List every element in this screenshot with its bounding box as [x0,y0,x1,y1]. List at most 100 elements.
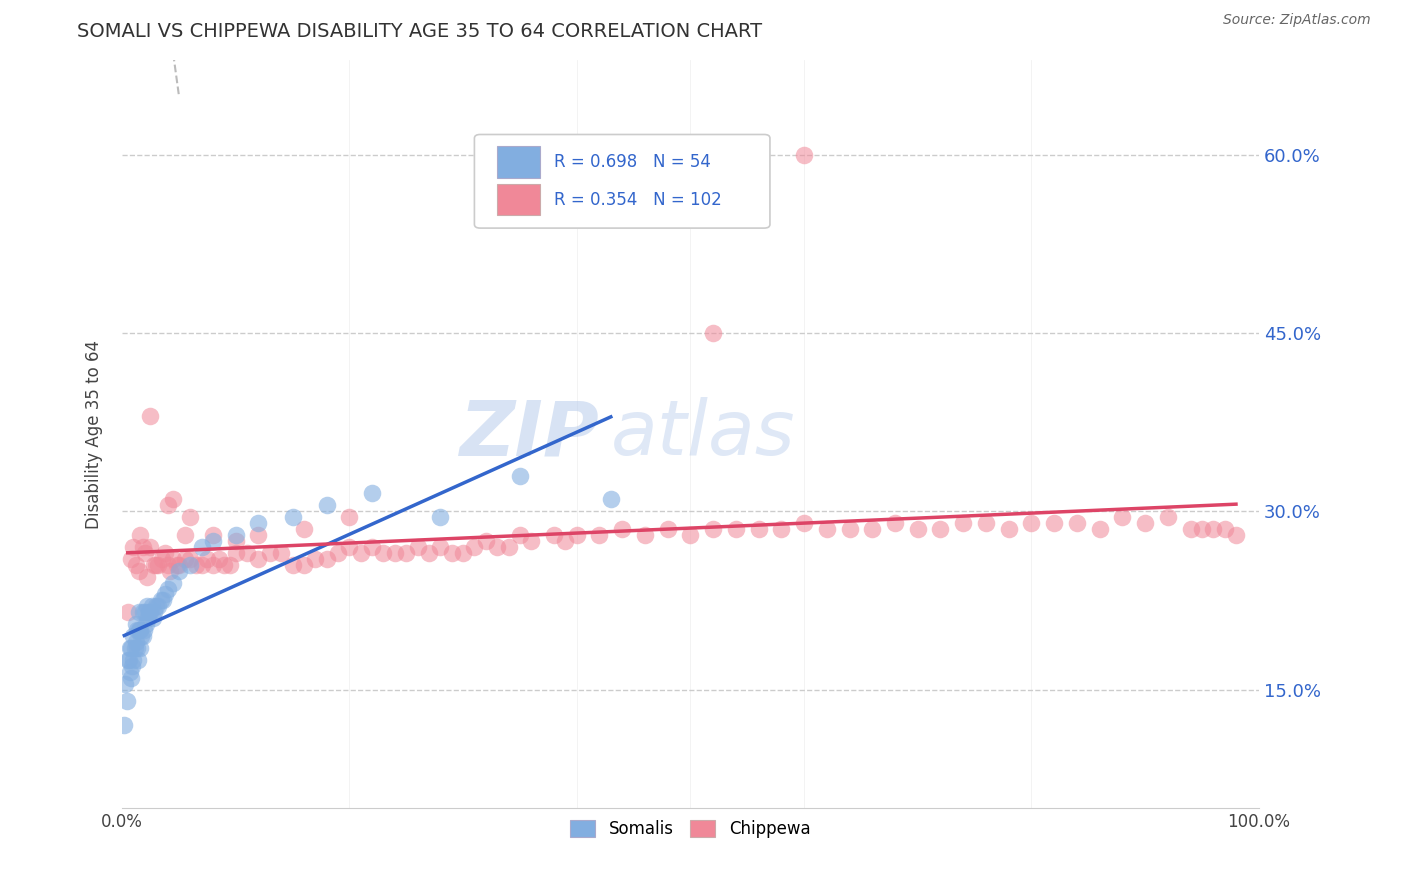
Point [128,605,150,619]
Point [125,558,148,572]
Bar [498,184,540,215]
Point [115,694,138,708]
Point [179,558,201,572]
Point [148,599,170,614]
Point [337,510,360,524]
Point [225,534,247,549]
Point [974,516,997,531]
Point [145,558,167,572]
Point [440,546,463,560]
Point [247,516,270,531]
Point [1191,522,1213,536]
Point [136,599,159,614]
Point [184,558,207,572]
Point [884,516,907,531]
Point [155,587,177,601]
Point [156,582,179,596]
Point [315,551,337,566]
Point [132,623,155,637]
Point [588,528,610,542]
Point [142,611,165,625]
Point [190,540,212,554]
Point [1180,522,1202,536]
Point [475,534,498,549]
Point [247,551,270,566]
Point [145,599,167,614]
Point [156,499,179,513]
Point [1111,510,1133,524]
Point [201,534,224,549]
Point [141,599,163,614]
Point [195,551,218,566]
Point [679,528,702,542]
Point [149,593,172,607]
Point [142,558,165,572]
Point [179,510,201,524]
Point [201,528,224,542]
Point [134,546,156,560]
Text: R = 0.354   N = 102: R = 0.354 N = 102 [554,191,721,209]
Point [179,551,201,566]
Point [429,540,451,554]
Point [118,653,141,667]
Text: Source: ZipAtlas.com: Source: ZipAtlas.com [1223,13,1371,28]
Point [1066,516,1088,531]
Point [236,546,259,560]
Point [793,516,815,531]
Point [997,522,1019,536]
Point [429,510,451,524]
Point [148,558,170,572]
Point [1043,516,1066,531]
Point [131,629,153,643]
Point [418,546,440,560]
Point [225,528,247,542]
Point [612,522,634,536]
Point [304,551,326,566]
Point [122,540,145,554]
Point [122,629,145,643]
Point [120,640,142,655]
Point [129,623,152,637]
Point [117,605,139,619]
Point [292,522,315,536]
Point [326,546,349,560]
Point [139,605,162,619]
Point [152,593,174,607]
Point [162,575,184,590]
Legend: Somalis, Chippewa: Somalis, Chippewa [564,814,817,845]
Point [838,522,860,536]
Point [150,551,173,566]
Y-axis label: Disability Age 35 to 64: Disability Age 35 to 64 [86,340,103,529]
Point [657,522,679,536]
Point [406,540,429,554]
Point [702,522,724,536]
Text: atlas: atlas [610,397,796,471]
Point [134,605,156,619]
Point [520,534,543,549]
Point [167,558,190,572]
Text: R = 0.698   N = 54: R = 0.698 N = 54 [554,153,711,171]
Point [122,653,145,667]
Point [139,540,162,554]
Point [155,546,177,560]
Point [131,605,153,619]
Point [292,558,315,572]
Point [259,546,281,560]
Point [1213,522,1236,536]
Point [129,640,152,655]
Point [815,522,838,536]
Point [634,528,657,542]
Point [907,522,929,536]
Point [724,522,747,536]
Point [128,564,150,578]
Point [162,551,184,566]
Point [125,640,148,655]
Point [373,546,395,560]
Point [131,540,153,554]
Point [125,635,148,649]
Point [451,546,474,560]
Point [486,540,509,554]
Point [128,623,150,637]
Point [702,326,724,340]
Point [159,564,181,578]
